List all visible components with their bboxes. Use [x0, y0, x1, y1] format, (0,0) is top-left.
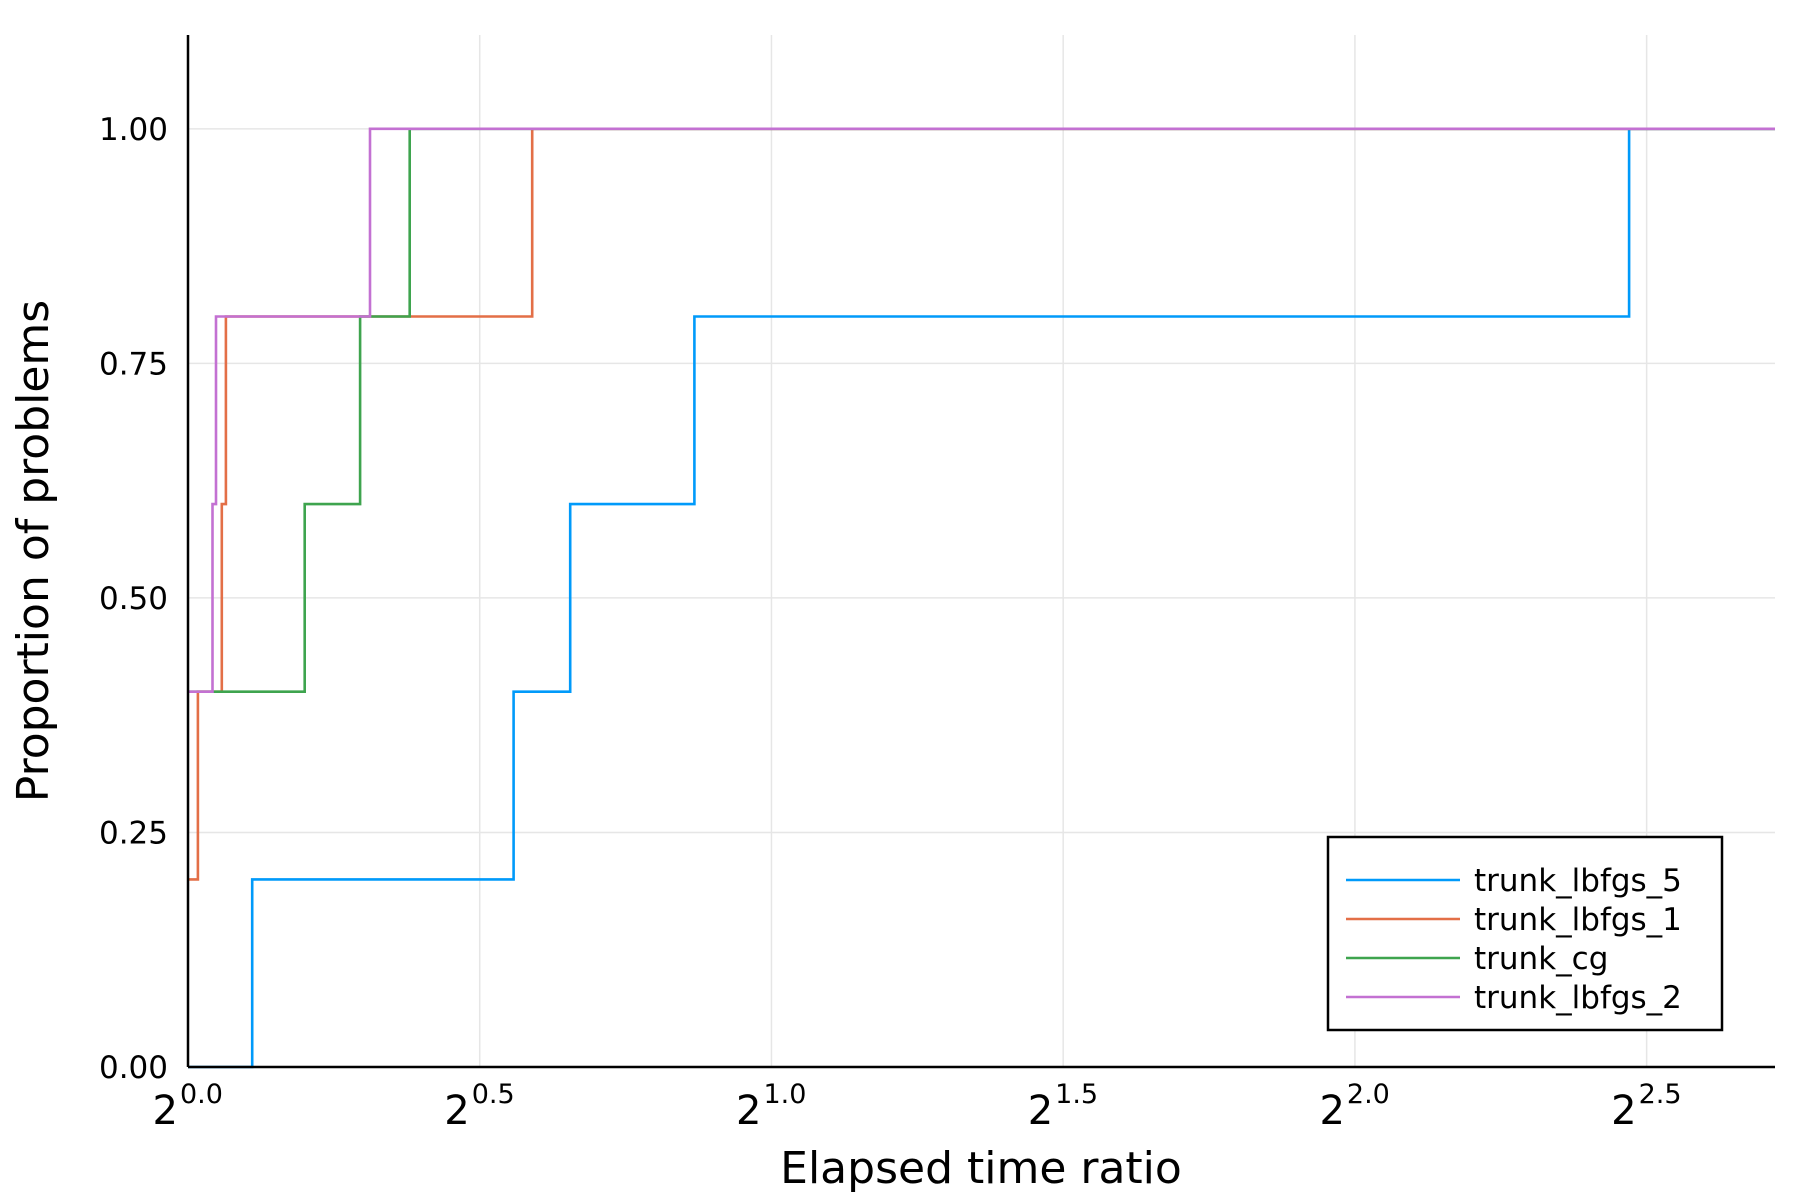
axes [186, 35, 1775, 1069]
x-tick-exponent: 0.5 [472, 1079, 515, 1110]
y-tick-label: 0.00 [99, 1050, 168, 1086]
x-tick-label: 2 [153, 1088, 178, 1134]
x-tick-exponent: 2.0 [1347, 1079, 1390, 1110]
y-tick-label: 0.50 [99, 581, 168, 617]
y-tick-label: 0.25 [99, 815, 168, 851]
x-tick-label: 2 [444, 1088, 469, 1134]
legend-label: trunk_lbfgs_2 [1474, 980, 1682, 1016]
series-lines [188, 127, 1775, 1069]
x-axis-label: Elapsed time ratio [780, 1143, 1182, 1194]
tick-labels: 0.000.250.500.751.002 0.0 2 0.5 2 1.0 2 1.5 2 2.0… [99, 112, 1682, 1134]
x-tick-exponent: 1.0 [763, 1079, 806, 1110]
x-tick-exponent: 1.5 [1055, 1079, 1098, 1110]
legend-label: trunk_cg [1474, 941, 1608, 977]
x-tick-exponent: 0.0 [180, 1079, 223, 1110]
x-tick-label: 2 [1611, 1088, 1636, 1134]
x-tick-label: 2 [736, 1088, 761, 1134]
y-axis-label: Proportion of problems [8, 300, 59, 802]
legend-label: trunk_lbfgs_1 [1474, 902, 1682, 938]
y-tick-label: 1.00 [99, 112, 168, 148]
series-line-trunk_lbfgs_5 [188, 127, 1775, 1069]
series-line-trunk_cg [188, 127, 1775, 694]
x-tick-label: 2 [1319, 1088, 1344, 1134]
series-line-trunk_lbfgs_1 [188, 127, 1775, 881]
series-line-trunk_lbfgs_2 [188, 127, 1775, 694]
x-tick-exponent: 2.5 [1639, 1079, 1682, 1110]
x-tick-label: 2 [1028, 1088, 1053, 1134]
legend: trunk_lbfgs_5trunk_lbfgs_1trunk_cgtrunk_… [1326, 835, 1724, 1032]
y-tick-label: 0.75 [99, 346, 168, 382]
legend-label: trunk_lbfgs_5 [1474, 863, 1682, 899]
